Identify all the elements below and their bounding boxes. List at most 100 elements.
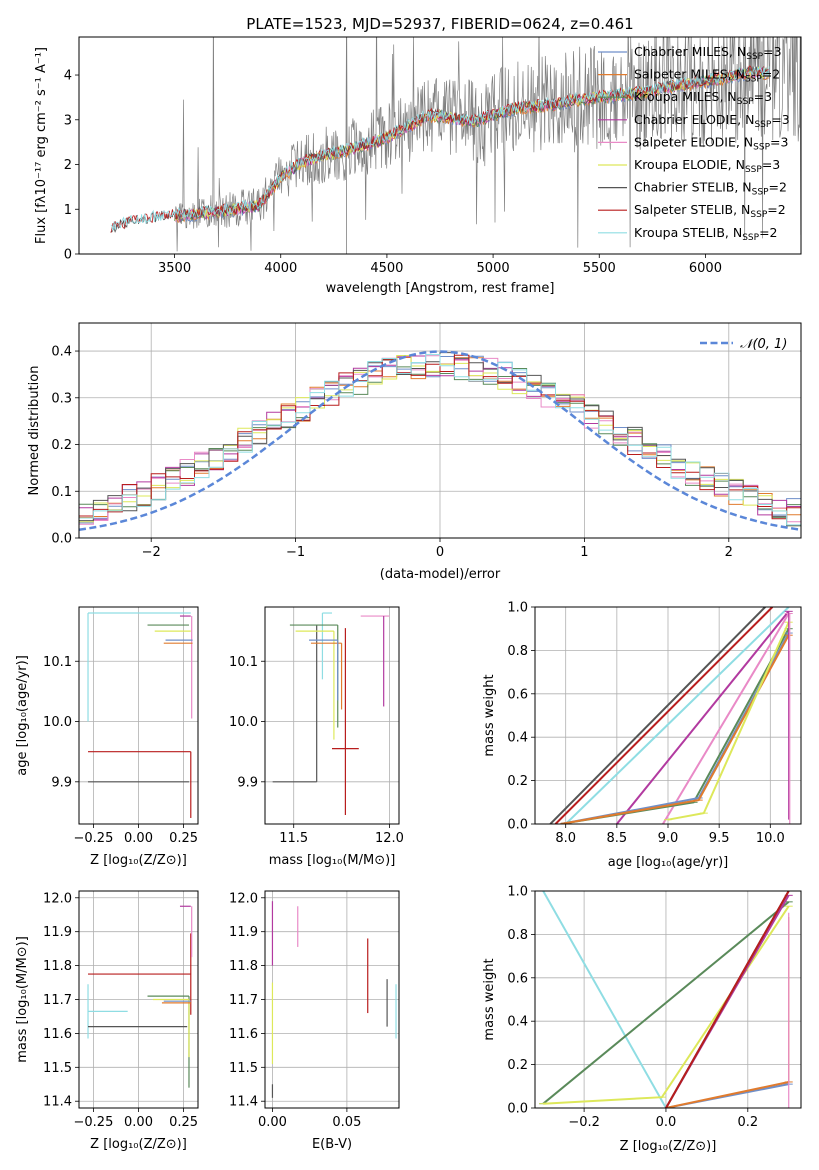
weight-line-salpeter_stelib [554,607,774,824]
y-tick-label: 10.1 [43,655,72,670]
legend-label: Salpeter MILES, NSSP=2 [634,67,780,85]
x-tick-label: 0.25 [169,1115,198,1130]
y-tick-label: 0.2 [51,438,72,453]
y-tick-label: 10.1 [229,655,258,670]
y-tick-label: 9.9 [237,775,258,790]
model-curve-salpeter_stelib [110,65,770,233]
x-tick-label: −0.25 [74,831,114,846]
x-axis-label: Z [log₁₀(Z/Z⊙)] [90,1137,187,1152]
model-curve-kroupa_elodie [174,66,770,221]
x-axis-label: Z [log₁₀(Z/Z⊙)] [620,1139,717,1154]
legend-label: Salpeter ELODIE, NSSP=3 [634,134,788,152]
legend-label: Chabrier ELODIE, NSSP=3 [634,112,790,130]
x-tick-label: 4500 [370,261,403,276]
x-axis-label: age [log₁₀(age/yr)] [608,855,729,870]
y-tick-label: 11.6 [43,1027,72,1042]
plot-area [265,891,399,1108]
figure-title: PLATE=1523, MJD=52937, FIBERID=0624, z=0… [246,15,633,33]
plot-area [535,607,801,824]
x-tick-label: 6000 [689,261,722,276]
y-tick-label: 0.1 [51,485,72,500]
weight-line-chabrier_elodie [616,610,790,824]
legend-text: Salpeter ELODIE, N [634,134,753,149]
y-tick-label: 0.8 [507,928,528,943]
y-axis-label: Normed distribution [27,366,42,496]
y-tick-label: 0.2 [507,1058,528,1073]
x-tick-label: 10.0 [756,831,785,846]
panel-age_vs_mass: 11.5 12.0 9.9 10.0 10.1 mass [log₁₀(M/M⊙)] [229,606,404,868]
legend-text: Kroupa MILES, N [634,89,737,104]
y-axis-label: mass weight [482,958,497,1040]
legend-label: Chabrier MILES, NSSP=3 [634,44,782,62]
y-tick-label: 11.7 [43,993,72,1008]
y-tick-label: 1.0 [507,601,528,616]
panel-mass_vs_Z: −0.25 0.00 0.25 11.4 11.5 11.6 11.7 11.8 11.9 12.… [15,890,199,1152]
y-tick-label: 11.8 [229,959,258,974]
legend-suffix: =2 [767,202,785,217]
weight-line-kroupa_miles [542,901,790,1105]
weight-line-salpeter_miles [665,1081,789,1108]
legend-text: Kroupa ELODIE, N [634,157,745,172]
gaussian-curve [79,350,801,532]
x-axis-label: Z [log₁₀(Z/Z⊙)] [90,853,187,868]
x-tick-label: −1 [286,545,305,560]
axes-frame [78,36,802,255]
y-tick-label: 11.9 [43,925,72,940]
y-tick-label: 10.0 [43,715,72,730]
plot-area [265,607,399,824]
y-tick-label: 11.5 [229,1061,258,1076]
y-tick-label: 0.6 [507,971,528,986]
y-tick-label: 0.3 [51,391,72,406]
legend-sub: SSP [754,120,771,130]
x-tick-label: 8.0 [555,831,576,846]
y-tick-label: 0.4 [507,731,528,746]
x-tick-label: 0.25 [169,831,198,846]
legend-suffix: =2 [759,225,777,240]
x-tick-label: 9.0 [658,831,679,846]
x-tick-label: 0.00 [258,1115,287,1130]
legend-text: Chabrier STELIB, N [634,180,752,195]
x-tick-label: 8.5 [607,831,628,846]
y-tick-label: 0.0 [51,532,72,547]
legend-suffix: =2 [769,180,787,195]
x-tick-label: 2 [725,545,733,560]
panel-mass_vs_ebv: 0.00 0.05 11.4 11.5 11.6 11.7 11.8 11.9 12.0 E(B-… [229,890,400,1152]
x-tick-label: 4000 [264,261,297,276]
panel-weight_vs_age: 8.0 8.5 9.0 9.5 10.0 0.0 0.2 0.4 0.6 0.8 1.0 age [l… [482,601,802,870]
x-tick-label: 0.00 [124,1115,153,1130]
y-tick-label: 1.0 [507,885,528,900]
x-tick-label: 0.05 [332,1115,361,1130]
axes-frame [534,890,802,1109]
weight-line-chabrier_stelib [549,607,766,824]
y-tick-label: 12.0 [43,891,72,906]
x-tick-label: −2 [142,545,161,560]
legend-suffix: =2 [762,67,780,82]
weight-line-salpeter_stelib [665,891,790,1108]
legend-sub: SSP [737,97,754,107]
x-axis-label: wavelength [Angstrom, rest frame] [326,281,555,296]
panel-age_vs_Z: −0.25 0.00 0.25 9.9 10.0 10.1 Z [log₁₀(Z/Z⊙)] a… [15,606,199,868]
legend-sub: SSP [746,52,763,62]
legend-label: Kroupa MILES, NSSP=3 [634,89,772,107]
legend-sub: SSP [752,188,769,198]
legend-sub: SSP [753,142,770,152]
y-tick-label: 10.0 [229,715,258,730]
y-axis-label: age [log₁₀(age/yr)] [15,655,30,776]
plot-area [79,323,801,538]
legend-suffix: =3 [763,44,781,59]
y-tick-label: 4 [64,69,72,84]
x-tick-label: 11.5 [279,831,308,846]
y-tick-label: 0.4 [507,1015,528,1030]
y-tick-label: 0.8 [507,644,528,659]
y-tick-label: 9.9 [51,775,72,790]
legend-text: Kroupa STELIB, N [634,225,742,240]
x-axis-label: E(B-V) [312,1137,352,1152]
axes-frame [264,606,400,825]
y-tick-label: 0.6 [507,687,528,702]
x-tick-label: 5000 [477,261,510,276]
x-tick-label: 0.00 [124,831,153,846]
x-tick-label: 1 [580,545,588,560]
plot-area [535,891,801,1108]
legend-text: Salpeter MILES, N [634,67,745,82]
